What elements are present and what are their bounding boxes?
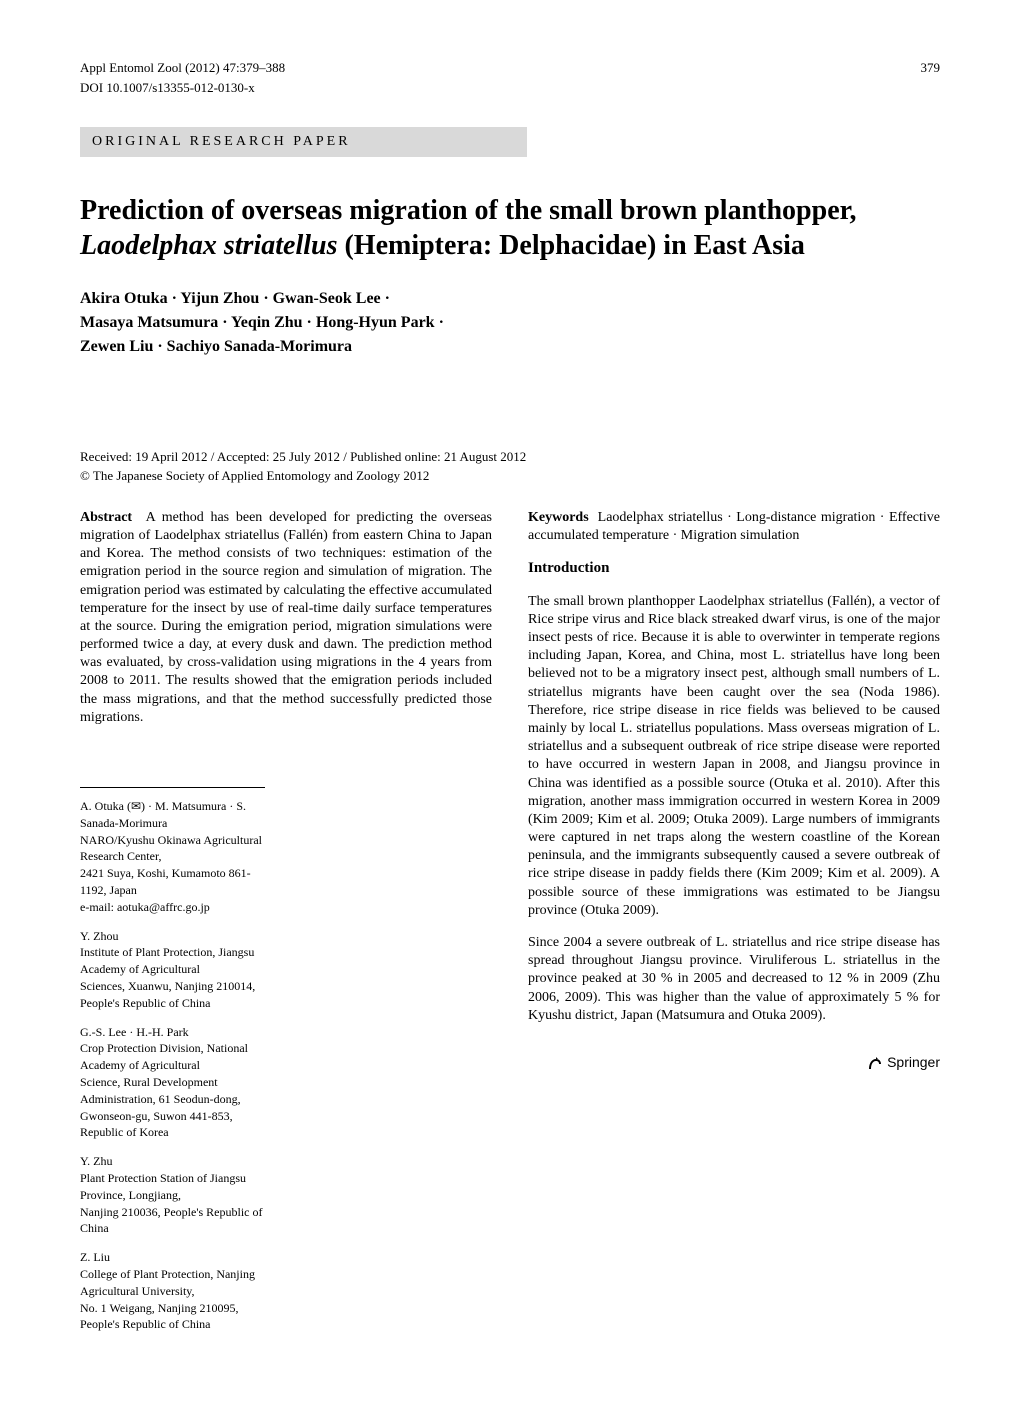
publisher-footer: Springer (528, 1053, 940, 1071)
affiliation-line: No. 1 Weigang, Nanjing 210095, People's … (80, 1300, 265, 1334)
affiliation-line: e-mail: aotuka@affrc.go.jp (80, 899, 265, 916)
abstract-paragraph: Abstract A method has been developed for… (80, 509, 492, 727)
introduction-heading: Introduction (528, 559, 940, 579)
affiliation-people: Y. Zhu (80, 1153, 265, 1170)
two-column-body: Abstract A method has been developed for… (80, 509, 940, 1345)
affiliation-people: G.-S. Lee · H.-H. Park (80, 1024, 265, 1041)
intro-paragraph-2: Since 2004 a severe outbreak of L. stria… (528, 934, 940, 1025)
affiliation-line: 2421 Suya, Koshi, Kumamoto 861-1192, Jap… (80, 865, 265, 899)
received-line: Received: 19 April 2012 / Accepted: 25 J… (80, 449, 940, 466)
authors-line: Masaya Matsumura · Yeqin Zhu · Hong-Hyun… (80, 311, 940, 335)
intro-paragraph-1: The small brown planthopper Laodelphax s… (528, 593, 940, 920)
affiliation-entry: Z. LiuCollege of Plant Protection, Nanji… (80, 1249, 265, 1333)
affiliation-line: Nanjing 210036, People's Republic of Chi… (80, 1204, 265, 1238)
keywords-text: Laodelphax striatellus · Long-distance m… (528, 510, 940, 543)
abstract-label: Abstract (80, 510, 132, 525)
affiliation-entry: Y. ZhuPlant Protection Station of Jiangs… (80, 1153, 265, 1237)
affiliation-line: Sciences, Xuanwu, Nanjing 210014, People… (80, 978, 265, 1012)
doi-line: DOI 10.1007/s13355-012-0130-x (80, 80, 940, 97)
affiliation-line: Institute of Plant Protection, Jiangsu A… (80, 944, 265, 978)
page-number: 379 (921, 60, 941, 77)
journal-citation: Appl Entomol Zool (2012) 47:379–388 (80, 60, 285, 77)
springer-label: Springer (887, 1054, 940, 1070)
authors-line: Zewen Liu · Sachiyo Sanada-Morimura (80, 335, 940, 359)
left-column: Abstract A method has been developed for… (80, 509, 492, 1345)
affiliation-people: Y. Zhou (80, 928, 265, 945)
keywords-paragraph: Keywords Laodelphax striatellus · Long-d… (528, 509, 940, 545)
affiliation-line: Science, Rural Development Administratio… (80, 1074, 265, 1108)
affiliation-people: A. Otuka (✉) · M. Matsumura · S. Sanada-… (80, 798, 265, 832)
keywords-label: Keywords (528, 510, 589, 525)
authors-line: Akira Otuka · Yijun Zhou · Gwan-Seok Lee… (80, 287, 940, 311)
title-text-pre: Prediction of overseas migration of the … (80, 195, 856, 226)
affiliation-entry: G.-S. Lee · H.-H. ParkCrop Protection Di… (80, 1024, 265, 1142)
affiliation-entry: A. Otuka (✉) · M. Matsumura · S. Sanada-… (80, 798, 265, 916)
affiliation-line: Gwonseon-gu, Suwon 441-853, Republic of … (80, 1108, 265, 1142)
springer-horse-icon (867, 1055, 883, 1071)
affiliation-line: NARO/Kyushu Okinawa Agricultural Researc… (80, 832, 265, 866)
article-category-band: ORIGINAL RESEARCH PAPER (80, 127, 527, 157)
right-column: Keywords Laodelphax striatellus · Long-d… (528, 509, 940, 1345)
author-list: Akira Otuka · Yijun Zhou · Gwan-Seok Lee… (80, 287, 940, 359)
affiliation-people: Z. Liu (80, 1249, 265, 1266)
copyright-line: © The Japanese Society of Applied Entomo… (80, 468, 940, 485)
running-header: Appl Entomol Zool (2012) 47:379–388 379 (80, 60, 940, 77)
article-title: Prediction of overseas migration of the … (80, 193, 940, 263)
abstract-text: A method has been developed for predicti… (80, 510, 492, 725)
affiliation-line: College of Plant Protection, Nanjing Agr… (80, 1266, 265, 1300)
affiliation-line: Plant Protection Station of Jiangsu Prov… (80, 1170, 265, 1204)
affiliation-entry: Y. ZhouInstitute of Plant Protection, Ji… (80, 928, 265, 1012)
title-text-post: (Hemiptera: Delphacidae) in East Asia (337, 230, 804, 261)
affiliation-line: Crop Protection Division, National Acade… (80, 1040, 265, 1074)
affiliations-block: A. Otuka (✉) · M. Matsumura · S. Sanada-… (80, 787, 265, 1333)
title-species-italic: Laodelphax striatellus (80, 230, 337, 261)
